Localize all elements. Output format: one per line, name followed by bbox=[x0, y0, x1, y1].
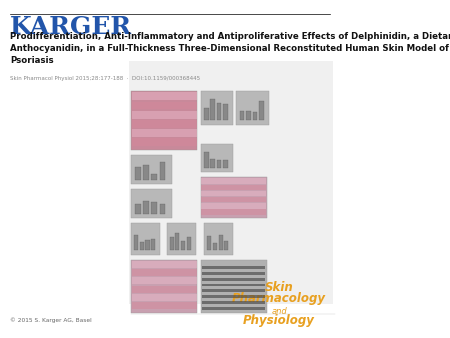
Bar bbox=[202, 301, 266, 304]
FancyBboxPatch shape bbox=[129, 61, 333, 304]
Bar bbox=[252, 112, 257, 120]
Bar bbox=[132, 269, 197, 276]
Bar bbox=[202, 178, 266, 184]
Bar bbox=[202, 284, 266, 287]
Bar bbox=[170, 238, 174, 250]
Bar bbox=[145, 240, 149, 250]
Bar bbox=[132, 129, 197, 137]
Bar bbox=[204, 152, 208, 168]
Bar bbox=[202, 272, 266, 275]
Bar bbox=[211, 99, 215, 120]
Bar bbox=[132, 102, 197, 110]
Bar bbox=[131, 223, 160, 255]
Bar bbox=[132, 138, 197, 146]
Bar bbox=[237, 91, 269, 125]
Bar bbox=[202, 278, 266, 281]
Bar bbox=[213, 243, 217, 250]
Bar bbox=[202, 289, 266, 292]
Bar bbox=[246, 111, 251, 120]
Bar bbox=[132, 294, 197, 300]
Bar bbox=[202, 203, 266, 209]
Text: Pharmacology: Pharmacology bbox=[232, 292, 326, 305]
Text: © 2015 S. Karger AG, Basel: © 2015 S. Karger AG, Basel bbox=[10, 317, 92, 323]
Bar bbox=[132, 261, 197, 268]
Bar bbox=[160, 162, 165, 180]
Bar bbox=[217, 160, 221, 168]
Bar bbox=[167, 223, 196, 255]
Bar bbox=[225, 241, 229, 250]
Bar bbox=[151, 239, 155, 250]
Text: Skin: Skin bbox=[265, 281, 293, 294]
Bar bbox=[131, 189, 172, 218]
Bar bbox=[259, 101, 264, 120]
Bar bbox=[152, 174, 157, 180]
Bar bbox=[204, 223, 233, 255]
Bar bbox=[135, 204, 141, 214]
Bar bbox=[202, 191, 266, 196]
Bar bbox=[132, 277, 197, 285]
Bar bbox=[202, 185, 266, 190]
Bar bbox=[131, 91, 198, 150]
Bar bbox=[202, 295, 266, 298]
Bar bbox=[132, 111, 197, 119]
Bar bbox=[132, 120, 197, 128]
Bar bbox=[152, 202, 157, 214]
Bar bbox=[202, 197, 266, 202]
Text: Skin Pharmacol Physiol 2015;28:177-188  ·  DOI:10.1159/000368445: Skin Pharmacol Physiol 2015;28:177-188 ·… bbox=[10, 76, 200, 81]
Bar bbox=[132, 93, 197, 100]
Bar bbox=[131, 155, 172, 184]
Bar bbox=[201, 260, 267, 313]
Bar bbox=[223, 160, 228, 168]
Bar bbox=[201, 177, 267, 218]
Bar bbox=[181, 241, 185, 250]
Bar bbox=[211, 160, 215, 168]
Bar bbox=[201, 144, 233, 172]
Bar bbox=[143, 201, 149, 214]
Bar bbox=[201, 91, 233, 125]
Bar bbox=[217, 102, 221, 120]
Bar bbox=[240, 111, 244, 120]
Bar bbox=[140, 242, 144, 250]
Text: Prodifferentiation, Anti-Inflammatory and Antiproliferative Effects of Delphinid: Prodifferentiation, Anti-Inflammatory an… bbox=[10, 32, 450, 65]
Bar bbox=[204, 107, 208, 120]
Bar bbox=[202, 307, 266, 310]
Text: Physiology: Physiology bbox=[243, 314, 315, 327]
Bar bbox=[135, 167, 141, 180]
Bar bbox=[202, 210, 266, 215]
Bar bbox=[223, 104, 228, 120]
Text: KARGER: KARGER bbox=[10, 15, 132, 39]
Bar bbox=[219, 236, 223, 250]
Bar bbox=[160, 204, 165, 214]
Bar bbox=[202, 266, 266, 269]
Bar bbox=[131, 260, 198, 313]
Bar bbox=[132, 286, 197, 292]
Bar bbox=[134, 235, 138, 250]
Bar bbox=[207, 236, 211, 250]
Bar bbox=[143, 165, 149, 180]
Bar bbox=[176, 233, 180, 250]
Text: and: and bbox=[271, 307, 287, 316]
Bar bbox=[187, 237, 191, 250]
Bar bbox=[132, 301, 197, 309]
